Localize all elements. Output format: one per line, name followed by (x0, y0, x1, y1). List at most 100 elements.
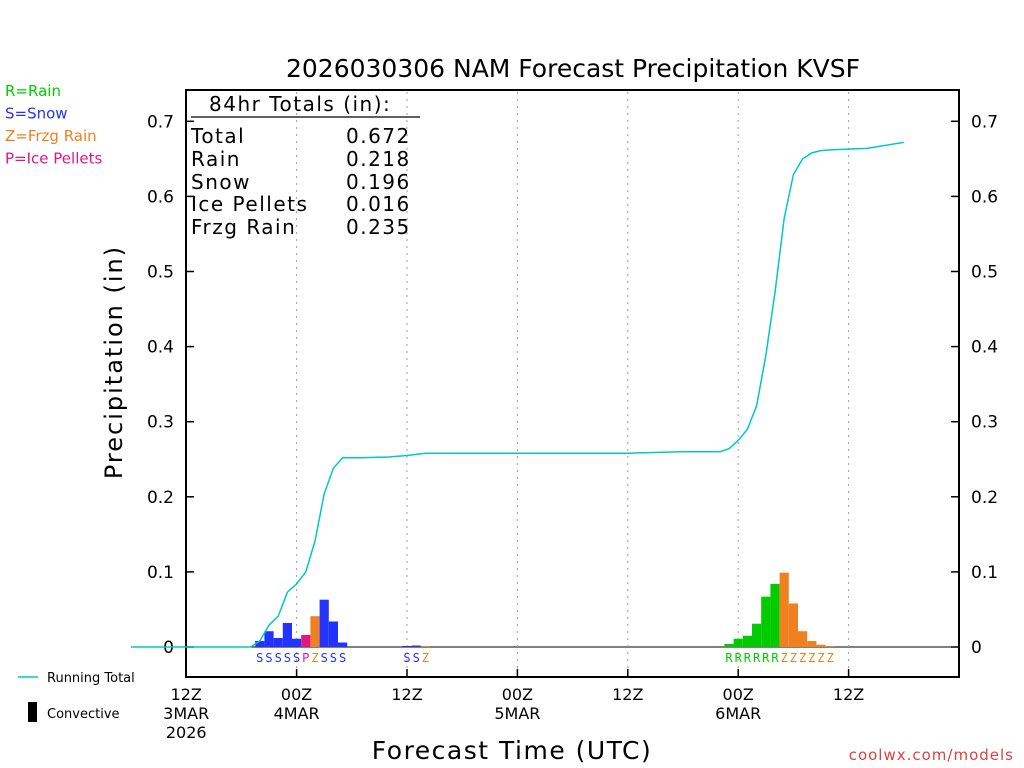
legend-item-0: R=Rain (5, 82, 61, 100)
y-tick-label-left: 0.5 (147, 263, 174, 283)
x-tick-label: 00Z (281, 685, 312, 704)
y-tick-label-left: 0.4 (147, 338, 174, 358)
precip-bar (779, 572, 789, 647)
y-tick-label-left: 0 (163, 638, 174, 658)
y-tick-label-right: 0.4 (971, 338, 998, 358)
precip-type-letter: R (725, 651, 733, 665)
precip-type-letter: S (330, 651, 337, 665)
precip-type-letter: R (735, 651, 743, 665)
running-total-legend-label: Running Total (47, 671, 135, 686)
x-tick-label: 12Z (612, 685, 643, 704)
convective-legend-label: Convective (47, 707, 120, 722)
precip-type-letter: P (302, 651, 309, 665)
x-tick-label: 12Z (833, 685, 864, 704)
precip-bar (761, 596, 771, 647)
running-total-line (131, 141, 904, 648)
precip-bar (402, 646, 412, 647)
precip-type-letter: Z (422, 651, 429, 665)
y-tick-label-right: 0.1 (971, 563, 998, 583)
x-tick-label: 2026 (166, 723, 207, 742)
plot-frame (185, 89, 960, 678)
x-tick-label: 3MAR (163, 704, 209, 723)
precip-type-letter: S (284, 651, 291, 665)
precip-bar (292, 638, 302, 647)
precip-type-letter: Z (781, 651, 788, 665)
y-tick-label-left: 0.3 (147, 413, 174, 433)
x-tick-label: 4MAR (274, 704, 320, 723)
x-tick-label: 12Z (391, 685, 422, 704)
totals-value-frzg-rain: 0.235 (346, 215, 411, 239)
y-tick-label-right: 0 (971, 638, 982, 658)
precip-bar (420, 646, 430, 647)
y-tick-label-right: 0.6 (971, 187, 998, 207)
precip-type-letter: Z (827, 651, 834, 665)
precip-type-letter: S (256, 651, 263, 665)
y-tick-label-left: 0.1 (147, 563, 174, 583)
x-tick-label: 12Z (171, 685, 202, 704)
totals-box: 84hr Totals (in): Total 0.672 Rain 0.218… (190, 92, 420, 239)
precip-bar (338, 642, 348, 647)
y-tick-label-left: 0.7 (147, 112, 174, 132)
y-tick-label-right: 0.7 (971, 112, 998, 132)
precip-type-letter: S (265, 651, 272, 665)
precip-bar (798, 631, 808, 647)
totals-label-snow: Snow (191, 170, 251, 194)
totals-label-frzg-rain: Frzg Rain (191, 215, 296, 239)
precip-bar (788, 603, 798, 647)
totals-label-rain: Rain (191, 147, 241, 171)
precip-bar (264, 631, 274, 647)
precip-bar (807, 640, 817, 647)
chart-title: 2026030306 NAM Forecast Precipitation KV… (286, 54, 860, 83)
precip-type-legend: R=Rain S=Snow Z=Frzg Rain P=Ice Pellets (5, 82, 102, 168)
legend-item-2: Z=Frzg Rain (5, 127, 97, 145)
precip-bar (724, 644, 734, 647)
totals-value-snow: 0.196 (346, 170, 411, 194)
precip-bar (733, 638, 743, 647)
y-tick-label-left: 0.6 (147, 187, 174, 207)
grid: 0 0 0.1 0.1 0.2 0.2 0.3 0.3 0.4 0.4 0.5 0.5 0.6 0.6 0.… (147, 92, 998, 742)
precip-bar (310, 616, 320, 647)
precip-type-letter: Z (790, 651, 797, 665)
precip-bar (319, 599, 329, 647)
precip-type-letter: Z (808, 651, 815, 665)
y-tick-label-right: 0.2 (971, 488, 998, 508)
precip-bar (825, 646, 835, 647)
precip-type-letter: S (293, 651, 300, 665)
precip-bar (742, 635, 752, 647)
precip-bar (255, 640, 265, 647)
legend-item-3: P=Ice Pellets (5, 150, 102, 168)
precip-type-letter: Z (817, 651, 824, 665)
precip-type-letter: S (413, 651, 420, 665)
precip-type-letter: R (744, 651, 752, 665)
precip-type-letter: R (762, 651, 770, 665)
totals-value-ice-pellets: 0.016 (346, 192, 411, 216)
precip-type-letter: Z (799, 651, 806, 665)
totals-label-total: Total (190, 124, 245, 148)
totals-header: 84hr Totals (in): (209, 92, 391, 116)
credit-text: coolwx.com/models (849, 746, 1014, 764)
precip-type-letter: S (403, 651, 410, 665)
precip-bar (411, 645, 421, 647)
totals-label-ice-pellets: Ice Pellets (191, 192, 308, 216)
precip-bars (255, 572, 835, 647)
precip-type-letter: S (275, 651, 282, 665)
totals-value-rain: 0.218 (346, 147, 411, 171)
y-tick-label-left: 0.2 (147, 488, 174, 508)
precip-type-letter: S (339, 651, 346, 665)
precip-type-letter: R (771, 651, 779, 665)
x-tick-label: 6MAR (715, 704, 761, 723)
x-tick-label: 00Z (723, 685, 754, 704)
convective-legend-swatch (28, 702, 37, 722)
precip-type-letter: Z (311, 651, 318, 665)
totals-value-total: 0.672 (346, 124, 411, 148)
precip-bar (273, 637, 283, 647)
x-axis-label: Forecast Time (UTC) (372, 736, 652, 765)
precip-bar (752, 623, 762, 647)
precip-bar (282, 622, 292, 647)
precip-bar (816, 644, 826, 647)
precip-type-letter: R (753, 651, 761, 665)
precip-bar (770, 583, 780, 647)
y-axis-label: Precipitation (in) (100, 245, 128, 479)
